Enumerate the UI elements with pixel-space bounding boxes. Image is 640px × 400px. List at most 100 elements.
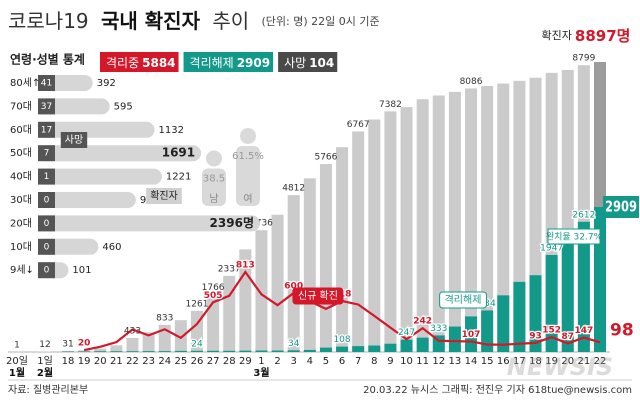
badge: 사망 104 — [278, 52, 338, 72]
x-tick-label: 14 — [465, 356, 478, 367]
bar — [448, 326, 461, 352]
value-label: 87 — [561, 332, 574, 342]
age-label: 20대 — [10, 217, 32, 229]
value-label: 31 — [62, 339, 73, 349]
badge-box — [100, 52, 179, 72]
badge-box — [278, 52, 338, 72]
value-label: 433 — [124, 326, 141, 336]
bar — [336, 346, 349, 352]
age-value: 1691 — [162, 146, 195, 160]
x-tick-label: 9 — [387, 356, 393, 367]
x-tick-label: 20일 — [6, 355, 28, 367]
bar — [465, 88, 478, 352]
figure-body — [202, 168, 226, 206]
death-value: 0 — [44, 196, 50, 206]
title: 코로나19 국내 확진자 추이 (단위: 명) 22일 0시 기준 — [8, 9, 380, 33]
x-tick-label: 3 — [291, 356, 297, 367]
x-tick-label: 10 — [400, 356, 413, 367]
title-part: 코로나19 — [8, 9, 89, 33]
bar — [303, 349, 316, 352]
bar — [352, 131, 365, 352]
x-tick-label: 20 — [94, 356, 107, 367]
bar — [561, 240, 574, 352]
value-label: 813 — [236, 261, 255, 271]
value-label: 5766 — [314, 153, 337, 163]
x-tick-label: 7 — [355, 356, 361, 367]
panel-tag: 확진자 — [150, 190, 178, 202]
figure-label: 여 — [243, 193, 252, 205]
figure-value: 61.5% — [232, 151, 264, 162]
x-tick-label: 1 — [258, 356, 264, 367]
age-value: 595 — [114, 101, 133, 112]
series-tag-box — [439, 291, 487, 309]
x-group-label: 1월 — [9, 367, 25, 379]
death-box — [38, 145, 55, 162]
bar — [255, 230, 268, 352]
bar — [255, 350, 268, 352]
death-value: 37 — [41, 102, 52, 112]
death-value: 7 — [44, 149, 50, 159]
death-box — [38, 75, 55, 91]
age-label: 80세↑ — [10, 77, 40, 89]
bar — [400, 339, 413, 352]
bar — [497, 83, 510, 352]
x-tick-label: 12 — [432, 356, 445, 367]
x-tick-label: 5 — [323, 356, 329, 367]
bar — [78, 350, 91, 352]
badge-text: 격리중 5884 — [106, 56, 176, 70]
age-label: 30대 — [10, 194, 32, 206]
series-tag: 격리해제 — [445, 293, 482, 306]
bar — [400, 107, 413, 352]
bar — [497, 295, 510, 352]
age-label: 40대 — [10, 171, 32, 183]
bar — [271, 214, 284, 352]
value-label: 1766 — [202, 283, 225, 293]
bar — [432, 95, 445, 352]
value-label: 3736 — [250, 219, 273, 229]
value-box — [603, 196, 639, 218]
value-label: 833 — [156, 313, 173, 323]
death-value: 0 — [44, 242, 50, 252]
x-tick-label: 8 — [371, 356, 377, 367]
age-bar — [38, 121, 155, 138]
x-tick-label: 2 — [274, 356, 280, 367]
bar — [448, 91, 461, 352]
x-tick-label: 4 — [307, 356, 313, 367]
badge-value: 2909 — [237, 56, 270, 70]
total-label: 확진자 8897명 — [542, 27, 631, 45]
source: 자료: 질병관리본부 — [8, 384, 88, 396]
value-label: 152 — [542, 326, 561, 336]
badge: 격리중 5884 — [100, 52, 179, 72]
death-box — [38, 238, 55, 255]
bar — [94, 351, 107, 352]
death-value: 41 — [41, 79, 52, 89]
bar — [207, 350, 220, 352]
value-label: 20 — [78, 339, 91, 349]
bar — [126, 337, 139, 352]
badge: 격리해제 2909 — [183, 52, 274, 72]
x-tick-label: 15 — [481, 356, 494, 367]
value-label: 4812 — [282, 184, 305, 194]
value-label: 147 — [574, 326, 593, 336]
bar — [545, 254, 558, 352]
badge-value: 5884 — [142, 56, 175, 70]
age-bar — [38, 168, 162, 185]
total-name: 확진자 — [542, 29, 572, 42]
x-group-label: 3월 — [253, 367, 269, 379]
value-label: 1261 — [186, 299, 209, 309]
bar — [190, 350, 203, 352]
bar — [352, 346, 365, 352]
bar — [577, 221, 590, 352]
value-label: 2909 — [605, 198, 637, 216]
value-label: 242 — [413, 317, 432, 327]
x-tick-label: 16 — [497, 356, 510, 367]
x-tick-label: 26 — [191, 356, 204, 367]
watermark: NEWSIS — [507, 353, 613, 381]
bar — [126, 351, 139, 352]
death-box — [38, 98, 55, 115]
x-group-label: 2월 — [37, 367, 53, 379]
bar — [110, 345, 123, 352]
value-label: 1 — [14, 340, 20, 350]
badge-label: 사망 — [284, 56, 306, 70]
x-tick-label: 29 — [239, 356, 252, 367]
